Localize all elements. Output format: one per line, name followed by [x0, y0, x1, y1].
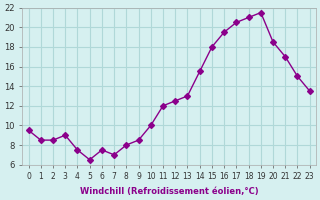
X-axis label: Windchill (Refroidissement éolien,°C): Windchill (Refroidissement éolien,°C): [80, 187, 259, 196]
